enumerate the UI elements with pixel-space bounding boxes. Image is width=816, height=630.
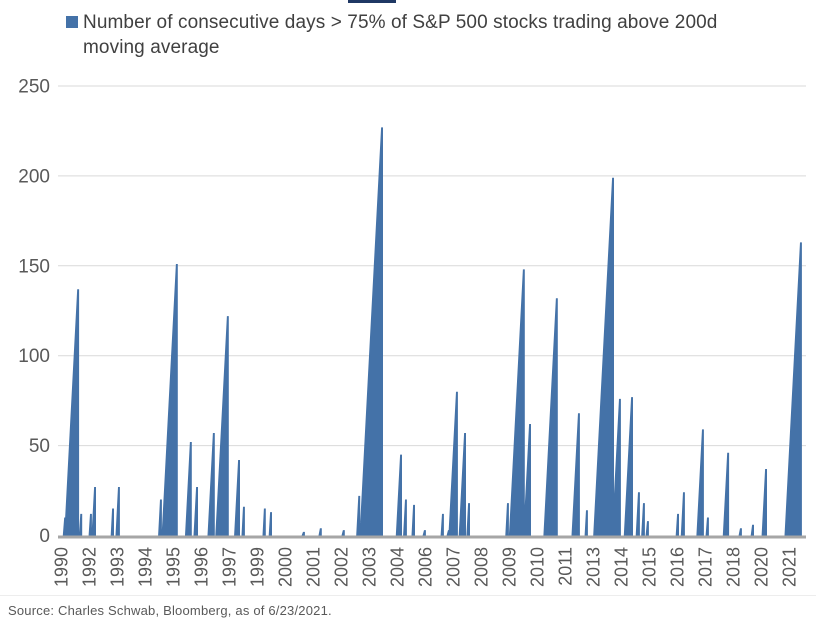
legend: Number of consecutive days > 75% of S&P … bbox=[66, 11, 717, 60]
x-axis-label-2010: 2010 bbox=[528, 547, 548, 587]
y-axis-label-250: 250 bbox=[18, 77, 50, 98]
x-axis-label-1993: 1993 bbox=[108, 547, 128, 587]
x-axis-label-2006: 2006 bbox=[416, 547, 436, 587]
x-axis-label-2009: 2009 bbox=[500, 547, 520, 587]
bottom-divider bbox=[0, 595, 816, 596]
legend-label-line2: moving average bbox=[83, 36, 220, 58]
x-axis-label-1990: 1990 bbox=[52, 547, 72, 587]
x-axis-label-2007: 2007 bbox=[444, 547, 464, 587]
x-axis-label-2013: 2013 bbox=[584, 547, 604, 587]
legend-label-line1: Number of consecutive days > 75% of S&P … bbox=[83, 12, 718, 33]
x-axis-label-2018: 2018 bbox=[724, 547, 744, 587]
x-axis-label-2008: 2008 bbox=[472, 547, 492, 587]
y-axis-label-0: 0 bbox=[39, 526, 50, 547]
x-axis-label-1996: 1996 bbox=[192, 547, 212, 587]
x-axis-label-1997: 1997 bbox=[220, 547, 240, 587]
x-axis-label-1999: 1999 bbox=[248, 547, 268, 587]
series-area bbox=[62, 127, 802, 536]
x-axis-label-2016: 2016 bbox=[668, 547, 688, 587]
x-axis-label-1992: 1992 bbox=[80, 547, 100, 587]
y-axis-label-200: 200 bbox=[18, 166, 50, 187]
top-edge-artifact bbox=[348, 0, 396, 3]
x-axis-label-2002: 2002 bbox=[332, 547, 352, 587]
x-axis-label-1994: 1994 bbox=[136, 547, 156, 587]
x-axis-label-2003: 2003 bbox=[360, 547, 380, 587]
source-text: Source: Charles Schwab, Bloomberg, as of… bbox=[8, 603, 332, 618]
x-axis-label-2021: 2021 bbox=[780, 547, 800, 587]
x-axis-label-2004: 2004 bbox=[388, 547, 408, 587]
x-axis-label-2011: 2011 bbox=[556, 547, 576, 586]
legend-label: Number of consecutive days > 75% of S&P … bbox=[83, 11, 717, 60]
y-axis-label-50: 50 bbox=[29, 436, 50, 457]
legend-marker-icon bbox=[66, 16, 78, 28]
x-axis-label-2001: 2001 bbox=[304, 547, 324, 587]
x-axis-label-2014: 2014 bbox=[612, 547, 632, 587]
x-axis-label-2020: 2020 bbox=[752, 547, 772, 587]
x-axis-label-1995: 1995 bbox=[164, 547, 184, 587]
x-axis-label-2015: 2015 bbox=[640, 547, 660, 587]
x-axis-label-2017: 2017 bbox=[696, 547, 716, 587]
y-axis-label-150: 150 bbox=[18, 256, 50, 277]
y-axis-label-100: 100 bbox=[18, 346, 50, 367]
x-axis-label-2000: 2000 bbox=[276, 547, 296, 587]
